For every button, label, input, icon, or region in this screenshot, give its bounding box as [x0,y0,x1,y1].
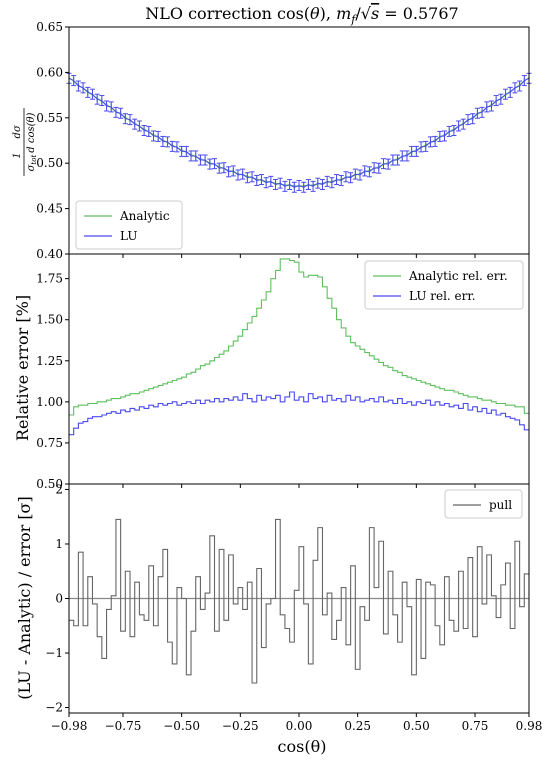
bottom-ylabel: (LU - Analytic) / error [σ] [15,496,34,699]
panel-top: 0.40 0.45 0.50 0.55 0.60 0.65 Analytic LU [36,20,532,261]
top-ytick-label: 0.55 [36,111,63,125]
lu-rel-err-step [69,391,529,436]
analytic-line [68,77,530,187]
analytic-rel-err-step [69,258,529,416]
middle-legend-label: Analytic rel. err. [408,269,508,283]
middle-ylabel: Relative error [%] [13,295,32,441]
pull-step [69,518,529,684]
bottom-ytick-label: 2 [55,482,63,496]
middle-ytick-label: 1.75 [36,272,63,286]
panel-bottom: −2 −1 0 1 2 −0.98 −0.75 −0.50 −0.25 0.00 0.25 0.50 0… [45,482,542,733]
top-legend-label: LU [120,229,137,243]
bottom-ytick-label: −2 [45,701,63,715]
bottom-ytick-label: 0 [55,592,63,606]
top-ytick-label: 0.65 [36,20,63,34]
bottom-xtick-label: −0.25 [222,719,259,733]
top-ylabel: 1dσ σtotd cos(θ) [12,108,38,176]
bottom-xtick-label: 0.50 [403,719,430,733]
bottom-xtick-label: −0.98 [51,719,88,733]
bottom-legend-label: pull [489,498,512,512]
bottom-ytick-label: −1 [45,646,63,660]
bottom-xtick-label: 0.00 [286,719,313,733]
bottom-xtick-label: −0.50 [163,719,200,733]
top-ytick-label: 0.50 [36,156,63,170]
panel-middle: 0.50 0.75 1.00 1.25 1.50 1.75 Analytic rel. er… [36,253,530,491]
bottom-legend [444,489,523,519]
top-ytick-label: 0.45 [36,202,63,216]
middle-legend-label: LU rel. err. [409,289,476,303]
chart-title: NLO correction cos(θ), mf/√s = 0.5767 [145,4,458,26]
middle-ytick-label: 1.00 [36,395,63,409]
lu-line [68,77,530,188]
top-ytick-label: 0.60 [36,65,63,79]
x-axis-label: cos(θ) [278,737,327,756]
top-legend [75,200,183,250]
bottom-xtick-label: 0.98 [516,719,543,733]
top-ytick-label: 0.40 [36,247,63,261]
middle-ytick-label: 1.50 [36,313,63,327]
top-legend-label: Analytic [119,209,170,223]
middle-ytick-label: 1.25 [36,354,63,368]
bottom-ytick-label: 1 [55,537,63,551]
top-ylabel-denominator: σtotd cos(θ) [26,112,38,171]
middle-legend [364,260,524,310]
bottom-xtick-label: −0.75 [105,719,142,733]
bottom-xtick-label: 0.75 [462,719,489,733]
top-ylabel-numerator: 1dσ [12,124,23,159]
bottom-xtick-label: 0.25 [344,719,371,733]
middle-ytick-label: 0.50 [36,477,63,491]
middle-ytick-label: 0.75 [36,436,63,450]
